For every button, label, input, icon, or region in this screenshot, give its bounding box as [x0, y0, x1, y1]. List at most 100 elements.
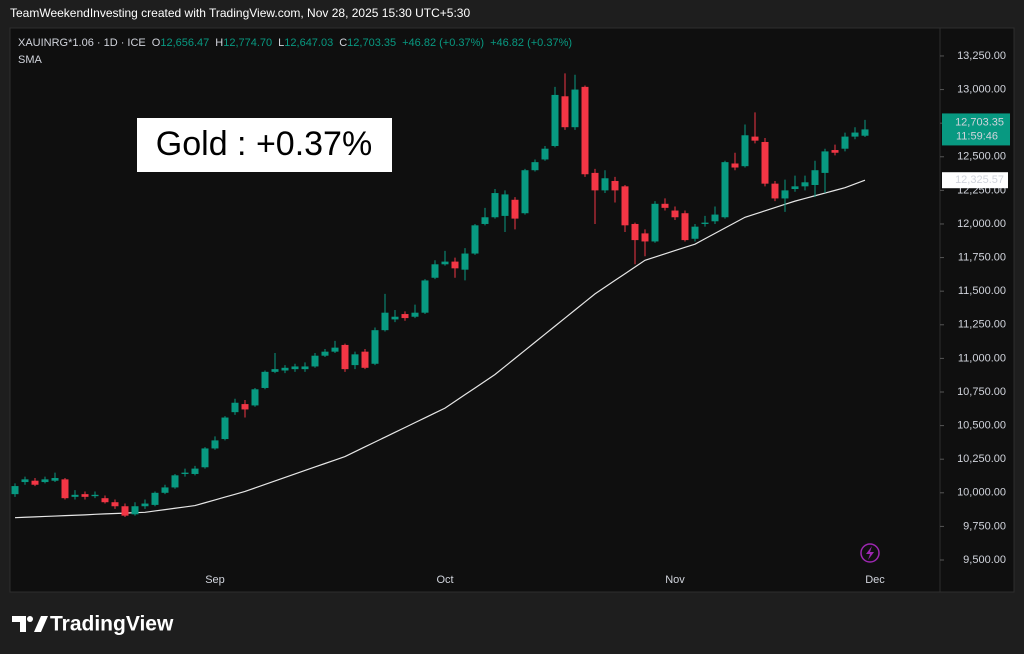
field-value: 12,774.70: [223, 37, 272, 49]
candle-body: [201, 448, 209, 468]
candle-body: [161, 487, 169, 493]
alert-icon[interactable]: [860, 543, 880, 563]
candle-body: [531, 162, 539, 171]
credit: TeamWeekendInvesting created with Tradin…: [10, 6, 470, 20]
candle-body: [391, 316, 399, 320]
candle-body: [221, 417, 229, 440]
y-tick-label: 10,500.00: [957, 420, 1006, 432]
field-label: O: [152, 37, 161, 49]
candle-body: [851, 132, 859, 137]
last-price-label: 12,703.35: [955, 116, 1004, 128]
candle-body: [231, 402, 239, 413]
candle-body: [681, 213, 689, 241]
candle-body: [581, 86, 589, 175]
candle-body: [731, 163, 739, 168]
candle-body: [441, 261, 449, 265]
candle-body: [831, 150, 839, 153]
candle-body: [171, 475, 179, 488]
candle-body: [431, 264, 439, 278]
candle-body: [801, 182, 809, 187]
candle-body: [711, 214, 719, 222]
candle-body: [131, 506, 139, 515]
candle-body: [461, 253, 469, 270]
candle-body: [621, 186, 629, 226]
candle-body: [271, 369, 279, 372]
sma-value-box: [942, 172, 1008, 189]
candle-body: [491, 193, 499, 218]
candle-body: [211, 440, 219, 449]
candle-body: [311, 355, 319, 367]
candle-body: [771, 183, 779, 199]
y-tick-label: 9,500.00: [963, 554, 1006, 566]
candle-body: [651, 203, 659, 242]
symbol: XAUINRG*1.06 · 1D · ICE: [18, 37, 146, 49]
candle-body: [121, 506, 129, 516]
candle-body: [41, 479, 49, 483]
y-tick-label: 11,500.00: [958, 285, 1006, 297]
candle-body: [251, 389, 259, 406]
candle-body: [361, 351, 369, 368]
candle-body: [551, 94, 559, 147]
candle-body: [691, 226, 699, 239]
candle-body: [791, 186, 799, 190]
sma-line: [14, 179, 866, 519]
candle-body: [381, 312, 389, 331]
change-2: +46.82 (+0.37%): [490, 37, 572, 49]
candle-body: [281, 367, 289, 371]
candle-body: [741, 135, 749, 167]
sma-value-label: 12,325.57: [955, 174, 1004, 186]
tv-logo: TradingView: [50, 613, 174, 636]
candle-body: [11, 486, 19, 495]
candle-body: [451, 261, 459, 269]
indicator-name: SMA: [18, 54, 43, 66]
candle-body: [81, 494, 89, 497]
x-tick-label: Oct: [436, 574, 453, 586]
candle-body: [781, 190, 789, 199]
candle-body: [321, 351, 329, 356]
candle-body: [21, 479, 29, 483]
field-label: H: [215, 37, 223, 49]
candle-body: [421, 280, 429, 313]
y-tick-label: 10,250.00: [957, 453, 1006, 465]
y-tick-label: 11,000.00: [958, 352, 1006, 364]
candle-body: [141, 503, 149, 507]
candle-body: [571, 89, 579, 128]
y-tick-label: 13,000.00: [957, 83, 1006, 95]
field-value: 12,647.03: [284, 37, 333, 49]
tv-logo-mark: [12, 616, 48, 632]
candle-body: [751, 136, 759, 141]
candle-body: [241, 404, 249, 410]
candle-body: [31, 480, 39, 485]
candle-body: [401, 314, 409, 319]
candle-body: [861, 129, 869, 136]
candle-body: [101, 498, 109, 503]
candle-body: [341, 344, 349, 370]
field-label: L: [278, 37, 284, 49]
candle-body: [521, 170, 529, 214]
candle-body: [411, 312, 419, 317]
candle-body: [51, 478, 59, 481]
candle-body: [701, 222, 709, 224]
y-tick-label: 11,750.00: [958, 251, 1006, 263]
field-label: C: [339, 37, 347, 49]
candle-body: [151, 492, 159, 505]
candle-body: [351, 354, 359, 366]
candle-body: [671, 210, 679, 218]
candle-body: [561, 96, 569, 128]
candle-body: [721, 162, 729, 218]
y-tick-label: 9,750.00: [963, 520, 1006, 532]
annotation-box: [137, 118, 392, 172]
candle-body: [841, 136, 849, 149]
candle-body: [541, 148, 549, 160]
annotation: Gold : +0.37%: [156, 125, 372, 163]
candle-body: [71, 494, 79, 497]
x-tick-label: Nov: [665, 574, 685, 586]
candle-body: [501, 194, 509, 216]
candle-body: [611, 180, 619, 191]
field-value: 12,703.35: [347, 37, 396, 49]
countdown: 11:59:46: [956, 130, 998, 142]
candle-body: [181, 472, 189, 474]
candle-body: [661, 203, 669, 208]
y-tick-label: 13,250.00: [957, 50, 1006, 62]
